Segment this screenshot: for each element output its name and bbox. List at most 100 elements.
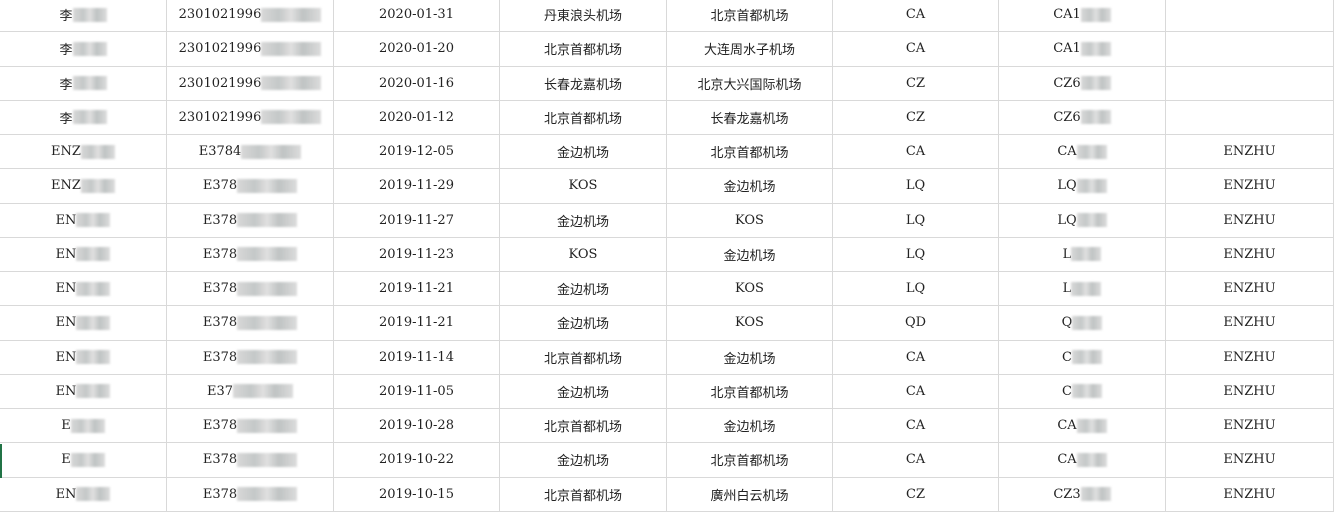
cell-to[interactable]: 长春龙嘉机场: [667, 100, 833, 134]
cell-name[interactable]: EN: [0, 237, 167, 271]
cell-from[interactable]: 金边机场: [500, 272, 667, 306]
cell-id[interactable]: 2301021996: [167, 0, 334, 32]
cell-date[interactable]: 2019-10-28: [334, 409, 500, 443]
cell-flight[interactable]: Q: [999, 306, 1166, 340]
cell-name[interactable]: EN: [0, 374, 167, 408]
cell-flight[interactable]: CA1: [999, 0, 1166, 32]
cell-name[interactable]: 李: [0, 0, 167, 32]
cell-flight[interactable]: C: [999, 340, 1166, 374]
cell-airline[interactable]: CZ: [833, 66, 999, 100]
cell-date[interactable]: 2019-12-05: [334, 135, 500, 169]
cell-to[interactable]: KOS: [667, 306, 833, 340]
cell-pax[interactable]: ENZHU: [1166, 409, 1334, 443]
cell-name[interactable]: EN: [0, 272, 167, 306]
cell-to[interactable]: 北京首都机场: [667, 0, 833, 32]
cell-to[interactable]: 大连周水子机场: [667, 32, 833, 66]
cell-airline[interactable]: LQ: [833, 272, 999, 306]
cell-from[interactable]: 金边机场: [500, 203, 667, 237]
cell-from[interactable]: 长春龙嘉机场: [500, 66, 667, 100]
cell-pax[interactable]: [1166, 32, 1334, 66]
cell-from[interactable]: 北京首都机场: [500, 32, 667, 66]
cell-airline[interactable]: CA: [833, 340, 999, 374]
cell-date[interactable]: 2020-01-20: [334, 32, 500, 66]
cell-pax[interactable]: [1166, 100, 1334, 134]
cell-from[interactable]: 金边机场: [500, 135, 667, 169]
cell-airline[interactable]: CA: [833, 0, 999, 32]
cell-id[interactable]: E378: [167, 272, 334, 306]
cell-flight[interactable]: CZ6: [999, 66, 1166, 100]
cell-id[interactable]: E378: [167, 443, 334, 477]
cell-from[interactable]: 金边机场: [500, 374, 667, 408]
cell-id[interactable]: 2301021996: [167, 32, 334, 66]
cell-flight[interactable]: L: [999, 237, 1166, 271]
cell-date[interactable]: 2020-01-16: [334, 66, 500, 100]
cell-from[interactable]: 丹東浪头机场: [500, 0, 667, 32]
cell-to[interactable]: 北京首都机场: [667, 135, 833, 169]
cell-pax[interactable]: ENZHU: [1166, 135, 1334, 169]
cell-flight[interactable]: CZ6: [999, 100, 1166, 134]
cell-flight[interactable]: CA1: [999, 32, 1166, 66]
cell-pax[interactable]: ENZHU: [1166, 306, 1334, 340]
cell-pax[interactable]: ENZHU: [1166, 272, 1334, 306]
cell-pax[interactable]: ENZHU: [1166, 340, 1334, 374]
cell-pax[interactable]: [1166, 0, 1334, 32]
cell-pax[interactable]: ENZHU: [1166, 169, 1334, 203]
cell-to[interactable]: 北京首都机场: [667, 374, 833, 408]
cell-name[interactable]: EN: [0, 203, 167, 237]
cell-flight[interactable]: L: [999, 272, 1166, 306]
cell-airline[interactable]: CA: [833, 409, 999, 443]
cell-from[interactable]: 北京首都机场: [500, 100, 667, 134]
cell-flight[interactable]: CA: [999, 135, 1166, 169]
cell-id[interactable]: E378: [167, 203, 334, 237]
cell-date[interactable]: 2019-11-23: [334, 237, 500, 271]
cell-flight[interactable]: CA: [999, 409, 1166, 443]
cell-name[interactable]: 李: [0, 66, 167, 100]
cell-pax[interactable]: ENZHU: [1166, 374, 1334, 408]
cell-airline[interactable]: CA: [833, 135, 999, 169]
cell-airline[interactable]: CA: [833, 374, 999, 408]
cell-id[interactable]: E378: [167, 306, 334, 340]
cell-date[interactable]: 2020-01-31: [334, 0, 500, 32]
cell-name[interactable]: E: [0, 409, 167, 443]
cell-date[interactable]: 2019-11-29: [334, 169, 500, 203]
cell-pax[interactable]: [1166, 66, 1334, 100]
cell-date[interactable]: 2019-11-14: [334, 340, 500, 374]
cell-id[interactable]: E3784: [167, 135, 334, 169]
cell-name[interactable]: 李: [0, 100, 167, 134]
cell-id[interactable]: E378: [167, 409, 334, 443]
cell-id[interactable]: E378: [167, 477, 334, 511]
cell-date[interactable]: 2019-11-21: [334, 306, 500, 340]
cell-to[interactable]: 廣州白云机场: [667, 477, 833, 511]
cell-from[interactable]: 金边机场: [500, 443, 667, 477]
cell-to[interactable]: 金边机场: [667, 409, 833, 443]
cell-pax[interactable]: ENZHU: [1166, 237, 1334, 271]
cell-pax[interactable]: ENZHU: [1166, 443, 1334, 477]
cell-pax[interactable]: ENZHU: [1166, 477, 1334, 511]
cell-date[interactable]: 2019-10-22: [334, 443, 500, 477]
cell-airline[interactable]: LQ: [833, 169, 999, 203]
cell-airline[interactable]: LQ: [833, 237, 999, 271]
cell-name[interactable]: EN: [0, 340, 167, 374]
cell-date[interactable]: 2020-01-12: [334, 100, 500, 134]
cell-id[interactable]: E37: [167, 374, 334, 408]
cell-flight[interactable]: CZ3: [999, 477, 1166, 511]
cell-name[interactable]: ENZ: [0, 135, 167, 169]
cell-to[interactable]: KOS: [667, 272, 833, 306]
cell-flight[interactable]: LQ: [999, 203, 1166, 237]
cell-date[interactable]: 2019-11-21: [334, 272, 500, 306]
cell-name[interactable]: EN: [0, 306, 167, 340]
cell-id[interactable]: E378: [167, 340, 334, 374]
cell-from[interactable]: 北京首都机场: [500, 477, 667, 511]
cell-to[interactable]: 金边机场: [667, 237, 833, 271]
cell-id[interactable]: 2301021996: [167, 66, 334, 100]
cell-to[interactable]: KOS: [667, 203, 833, 237]
cell-to[interactable]: 金边机场: [667, 169, 833, 203]
cell-id[interactable]: 2301021996: [167, 100, 334, 134]
cell-date[interactable]: 2019-11-05: [334, 374, 500, 408]
cell-from[interactable]: 北京首都机场: [500, 340, 667, 374]
cell-to[interactable]: 北京大兴国际机场: [667, 66, 833, 100]
cell-airline[interactable]: CA: [833, 32, 999, 66]
cell-airline[interactable]: LQ: [833, 203, 999, 237]
cell-airline[interactable]: QD: [833, 306, 999, 340]
cell-name[interactable]: EN: [0, 477, 167, 511]
